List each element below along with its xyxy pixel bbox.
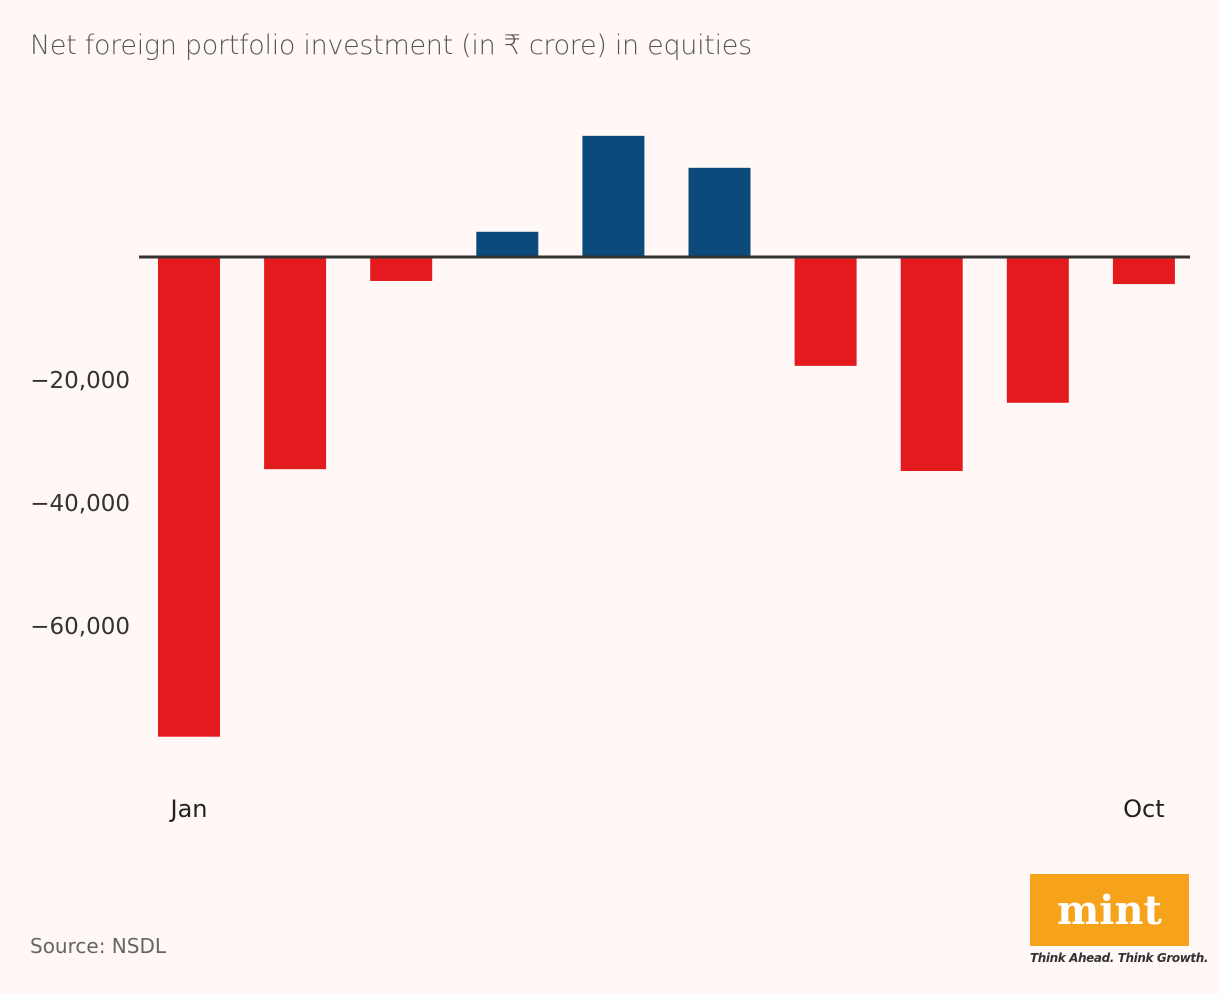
logo-text: mint <box>1056 886 1163 934</box>
logo-tagline: Think Ahead. Think Growth. <box>1030 951 1209 965</box>
x-tick-label: Jan <box>169 795 208 823</box>
y-tick-label: −40,000 <box>30 491 130 517</box>
chart-title: Net foreign portfolio investment (in ₹ c… <box>30 30 752 61</box>
mint-logo: mint <box>1030 874 1189 946</box>
bar <box>582 135 645 257</box>
y-tick-label: −60,000 <box>30 614 130 640</box>
bar <box>794 257 857 366</box>
bar <box>370 257 433 281</box>
bar <box>476 231 539 257</box>
bar <box>264 257 327 470</box>
bar <box>688 167 751 257</box>
y-tick-label: −20,000 <box>30 368 130 394</box>
bar <box>158 257 220 737</box>
bar-chart: Jan Oct −20,000 −40,000 −60,000 <box>30 135 1190 823</box>
source-note: Source: NSDL <box>30 934 166 958</box>
bar <box>1112 257 1175 285</box>
bar <box>900 257 963 472</box>
x-tick-label: Oct <box>1123 795 1165 823</box>
bar <box>1006 257 1069 403</box>
